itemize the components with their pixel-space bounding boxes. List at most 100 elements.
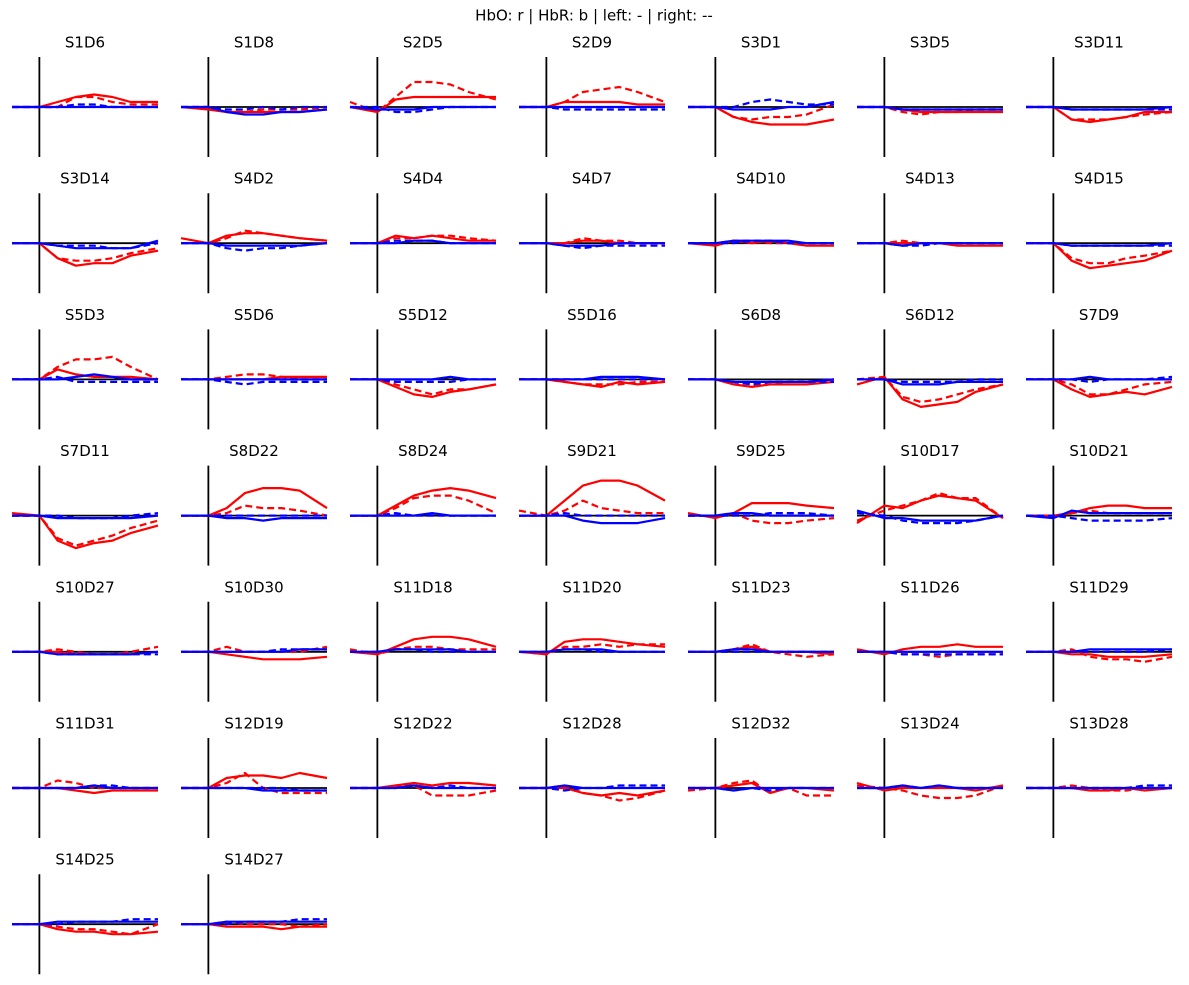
panel-title: S12D32 [731, 715, 790, 733]
panel-title: S5D3 [65, 306, 105, 324]
series-line [350, 487, 497, 517]
series-line [519, 512, 665, 517]
series-line [1026, 648, 1173, 653]
panel: S10D30 [181, 578, 328, 702]
series-line [12, 375, 158, 383]
series-line [181, 771, 327, 795]
panel-title: S13D28 [1069, 715, 1128, 733]
series-line [519, 242, 665, 250]
series-line [181, 648, 327, 653]
series-line [519, 375, 666, 381]
panel-title: S11D29 [1069, 578, 1128, 596]
series-line [181, 920, 328, 928]
panel: S10D17 [856, 442, 1004, 566]
panel-title: S5D12 [398, 306, 448, 324]
series-line [350, 512, 496, 517]
series-line [350, 105, 496, 114]
panel: S6D12 [856, 306, 1004, 430]
series-line [856, 643, 1003, 656]
panel-title: S4D15 [1074, 170, 1124, 188]
series-line [687, 239, 834, 247]
panel: S4D13 [857, 170, 1003, 294]
series-line [350, 234, 496, 245]
series-line [519, 786, 666, 797]
panel: S8D22 [181, 442, 328, 566]
series-line [857, 242, 1003, 247]
panel-title: S10D17 [900, 442, 959, 460]
panel-title: S4D10 [736, 170, 786, 188]
panel-title: S14D27 [224, 851, 283, 869]
panel: S9D25 [687, 442, 835, 566]
series-line [856, 375, 1004, 403]
panel: S5D3 [12, 306, 159, 430]
panel: S4D10 [687, 170, 834, 294]
series-line [1026, 105, 1172, 111]
figure-title: HbO: r | HbR: b | left: - | right: -- [475, 7, 713, 25]
panel-title: S5D16 [567, 306, 617, 324]
series-line [519, 378, 666, 388]
series-line [350, 378, 497, 396]
panel: S11D23 [688, 578, 835, 702]
panel-title: S6D12 [905, 306, 955, 324]
series-line [687, 779, 834, 797]
series-line [181, 105, 328, 114]
series-line [1026, 514, 1173, 522]
panel: S13D28 [1026, 715, 1173, 838]
series-line [181, 487, 328, 517]
series-line [11, 512, 159, 550]
series-line [181, 771, 328, 790]
series-line [856, 512, 1004, 525]
panel: S9D21 [518, 442, 666, 566]
panel-title: S13D24 [900, 715, 959, 733]
panel: S7D11 [11, 442, 159, 566]
series-line [12, 512, 159, 520]
panel: S11D18 [349, 578, 497, 702]
panel-title: S11D20 [562, 578, 621, 596]
series-line [181, 514, 327, 522]
series-line [857, 650, 1003, 656]
series-line [688, 100, 835, 111]
panel-title: S10D30 [224, 578, 283, 596]
series-line [857, 105, 1003, 111]
panel-title: S3D1 [741, 34, 781, 52]
series-line [12, 784, 158, 790]
series-line [181, 786, 327, 792]
series-line [1026, 242, 1173, 270]
series-line [519, 479, 666, 517]
series-line [181, 645, 328, 653]
series-line [1025, 509, 1172, 520]
panel-title: S7D11 [60, 442, 110, 460]
series-line [857, 378, 1003, 383]
series-line [519, 648, 665, 653]
series-line [519, 378, 665, 386]
series-line [12, 918, 158, 926]
panel: S1D6 [12, 34, 158, 157]
panel-title: S14D25 [55, 851, 114, 869]
panel: S5D12 [350, 306, 497, 430]
panel: S2D5 [349, 34, 497, 157]
series-line [181, 650, 328, 661]
panel-title: S12D28 [562, 715, 621, 733]
panel: S12D22 [350, 715, 497, 838]
series-line [1026, 504, 1172, 517]
series-line [12, 103, 158, 109]
series-line [181, 504, 328, 517]
panel-title: S8D22 [229, 442, 279, 460]
series-line [519, 105, 665, 111]
series-line [12, 920, 158, 926]
series-line [12, 514, 159, 520]
panel-title: S4D7 [572, 170, 612, 188]
series-line [856, 494, 1004, 525]
series-line [688, 512, 835, 517]
panel-title: S1D8 [234, 34, 274, 52]
panel-title: S12D19 [224, 715, 283, 733]
panel: S10D27 [12, 578, 159, 702]
series-line [688, 105, 835, 126]
panel: S11D31 [12, 715, 158, 838]
panel: S14D25 [12, 851, 159, 975]
panel: S4D4 [350, 170, 497, 294]
series-line [519, 784, 665, 792]
series-line [350, 494, 497, 517]
panel: S11D26 [856, 578, 1003, 702]
